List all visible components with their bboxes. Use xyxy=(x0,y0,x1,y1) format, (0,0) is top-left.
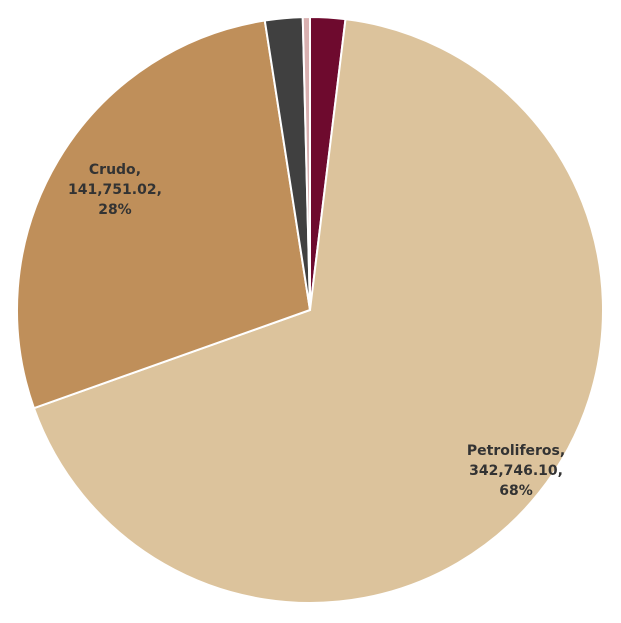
percent-label: 68% xyxy=(499,483,533,499)
value-label: 141,751.02 xyxy=(68,182,157,198)
data-label: Crudo, 141,751.02, 28% xyxy=(68,162,162,218)
category-name: Petroliferos xyxy=(467,443,560,459)
pie-slice xyxy=(16,19,312,410)
separator: , xyxy=(136,162,141,178)
value-label: 342,746.10 xyxy=(469,463,558,479)
pie-slice xyxy=(32,18,604,604)
separator: , xyxy=(157,182,162,198)
data-label: Petroliferos, 342,746.10, 68% xyxy=(467,443,565,499)
pie-slice xyxy=(301,15,311,311)
percent-label: 28% xyxy=(98,202,132,218)
separator: , xyxy=(558,463,563,479)
category-name: Crudo xyxy=(89,162,136,178)
separator: , xyxy=(560,443,565,459)
